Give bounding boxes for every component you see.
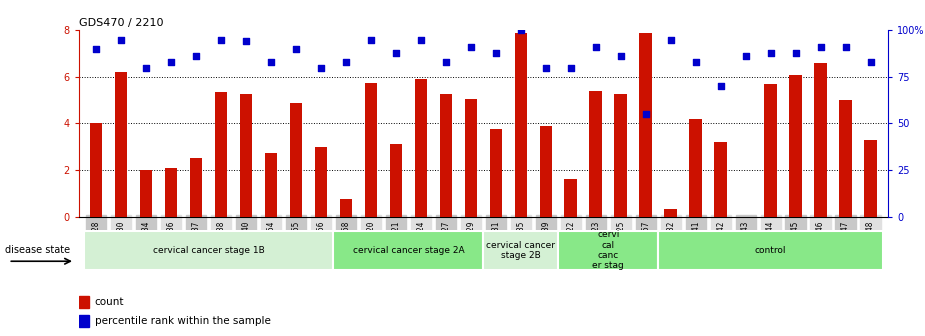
Text: count: count: [95, 297, 124, 307]
Point: [788, 50, 803, 55]
Point: [763, 50, 778, 55]
Bar: [484, 231, 559, 270]
Point: [513, 28, 528, 33]
Text: GDS470 / 2210: GDS470 / 2210: [79, 18, 163, 29]
Bar: [664, 209, 677, 217]
Bar: [115, 72, 128, 217]
Bar: [83, 231, 333, 270]
Text: cervical cancer stage 1B: cervical cancer stage 1B: [153, 246, 265, 255]
Bar: [639, 33, 652, 217]
Bar: [814, 63, 827, 217]
Point: [264, 59, 278, 65]
Bar: [290, 102, 302, 217]
Point: [863, 59, 878, 65]
Point: [488, 50, 503, 55]
Point: [139, 65, 154, 70]
Bar: [190, 159, 203, 217]
Bar: [589, 91, 602, 217]
Point: [413, 37, 428, 42]
Point: [214, 37, 228, 42]
Bar: [314, 147, 327, 217]
Text: disease state: disease state: [5, 245, 69, 255]
Point: [289, 46, 303, 52]
Bar: [265, 153, 277, 217]
Bar: [364, 83, 377, 217]
Point: [114, 37, 129, 42]
Bar: [414, 79, 427, 217]
Bar: [659, 231, 883, 270]
Text: cervi
cal
canc
er stag: cervi cal canc er stag: [592, 230, 624, 270]
Bar: [439, 94, 452, 217]
Bar: [389, 144, 402, 217]
Bar: [240, 94, 253, 217]
Point: [613, 54, 628, 59]
Point: [588, 44, 603, 50]
Bar: [79, 315, 89, 327]
Text: cervical cancer
stage 2B: cervical cancer stage 2B: [487, 241, 555, 260]
Point: [738, 54, 753, 59]
Point: [538, 65, 553, 70]
Bar: [714, 142, 727, 217]
Bar: [333, 231, 483, 270]
Bar: [564, 179, 577, 217]
Point: [89, 46, 104, 52]
Point: [463, 44, 478, 50]
Point: [663, 37, 678, 42]
Point: [813, 44, 828, 50]
Bar: [764, 84, 777, 217]
Point: [713, 84, 728, 89]
Point: [239, 39, 253, 44]
Bar: [215, 92, 228, 217]
Bar: [140, 170, 153, 217]
Bar: [90, 124, 103, 217]
Point: [638, 112, 653, 117]
Text: cervical cancer stage 2A: cervical cancer stage 2A: [352, 246, 464, 255]
Bar: [864, 140, 877, 217]
Bar: [489, 129, 502, 217]
Point: [339, 59, 353, 65]
Bar: [79, 296, 89, 307]
Point: [364, 37, 378, 42]
Bar: [339, 199, 352, 217]
Text: percentile rank within the sample: percentile rank within the sample: [95, 316, 271, 326]
Bar: [165, 168, 178, 217]
Text: control: control: [755, 246, 786, 255]
Bar: [559, 231, 659, 270]
Bar: [514, 33, 527, 217]
Point: [314, 65, 328, 70]
Point: [189, 54, 204, 59]
Point: [563, 65, 578, 70]
Bar: [539, 126, 552, 217]
Bar: [464, 99, 477, 217]
Point: [164, 59, 179, 65]
Bar: [614, 94, 627, 217]
Bar: [689, 119, 702, 217]
Point: [438, 59, 453, 65]
Bar: [789, 75, 802, 217]
Point: [838, 44, 853, 50]
Point: [388, 50, 403, 55]
Bar: [839, 100, 852, 217]
Point: [688, 59, 703, 65]
